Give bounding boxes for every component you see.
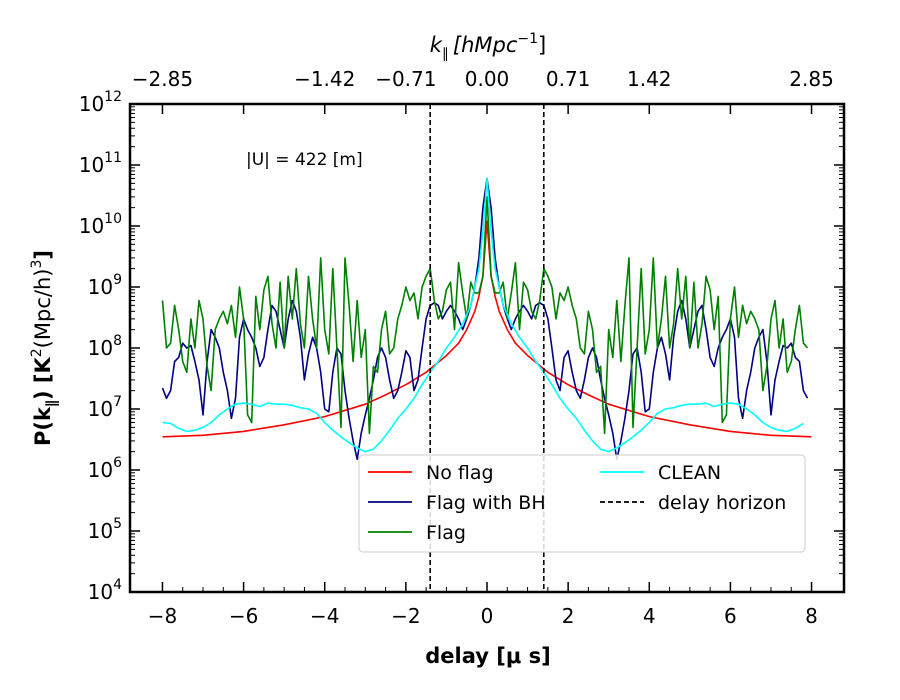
legend-label: CLEAN [658, 462, 721, 484]
legend-label: Flag with BH [426, 492, 546, 514]
top-tick-label: −1.42 [294, 67, 355, 91]
top-tick-label: 0.00 [465, 67, 510, 91]
series-line-no-flag [162, 220, 812, 438]
x-tick-label: 8 [805, 604, 818, 628]
x-axis-label: delay [μ s] [425, 644, 550, 668]
legend-label: Flag [426, 522, 466, 544]
x-tick-label: −8 [148, 604, 177, 628]
series-line-flag-with-bh [161, 177, 809, 461]
series-line-clean [162, 177, 804, 453]
x-tick-label: −6 [229, 604, 258, 628]
top-tick-label: 0.71 [546, 67, 591, 91]
top-tick-label: 1.42 [627, 67, 672, 91]
legend-label: delay horizon [658, 492, 786, 514]
y-tick-label: 109 [88, 272, 122, 299]
legend: No flag Flag with BH Flag CLEAN delay horizo… [358, 454, 806, 553]
baseline-annotation: |U| = 422 [m] [246, 150, 363, 170]
legend-label: No flag [426, 462, 494, 484]
y-tick-label: 107 [88, 394, 122, 421]
legend-box [358, 454, 806, 553]
y-tick-label: 105 [88, 516, 122, 543]
y-axis-label: P(k∥) [K2(Mpc/h)3] [29, 250, 60, 446]
plot-frame [128, 102, 846, 594]
x-tick-label: 6 [724, 604, 737, 628]
y-tick-label: 1011 [79, 150, 122, 177]
top-tick-label: 2.85 [789, 67, 834, 91]
top-axis-label: k∥ [hMpc−1] [430, 31, 547, 62]
y-tick-label: 1012 [79, 89, 122, 116]
x-tick-label: 0 [481, 604, 494, 628]
x-tick-label: 4 [643, 604, 656, 628]
axis-ticks: −8 −6 −4 −2 0 2 4 6 8 −2.85 −1.42 −0.71 0.00 0.71 1.42… [79, 67, 844, 628]
y-tick-label: 1010 [79, 211, 122, 238]
top-tick-label: −0.71 [375, 67, 436, 91]
y-tick-label: 106 [88, 455, 122, 482]
x-tick-label: 2 [562, 604, 575, 628]
y-tick-label: 108 [88, 333, 122, 360]
x-tick-label: −2 [391, 604, 420, 628]
series-line-flag [161, 196, 809, 435]
series-lines [161, 177, 812, 461]
delay-horizon-lines [429, 104, 545, 592]
top-tick-label: −2.85 [132, 67, 193, 91]
y-tick-label: 104 [88, 577, 122, 604]
x-tick-label: −4 [310, 604, 339, 628]
